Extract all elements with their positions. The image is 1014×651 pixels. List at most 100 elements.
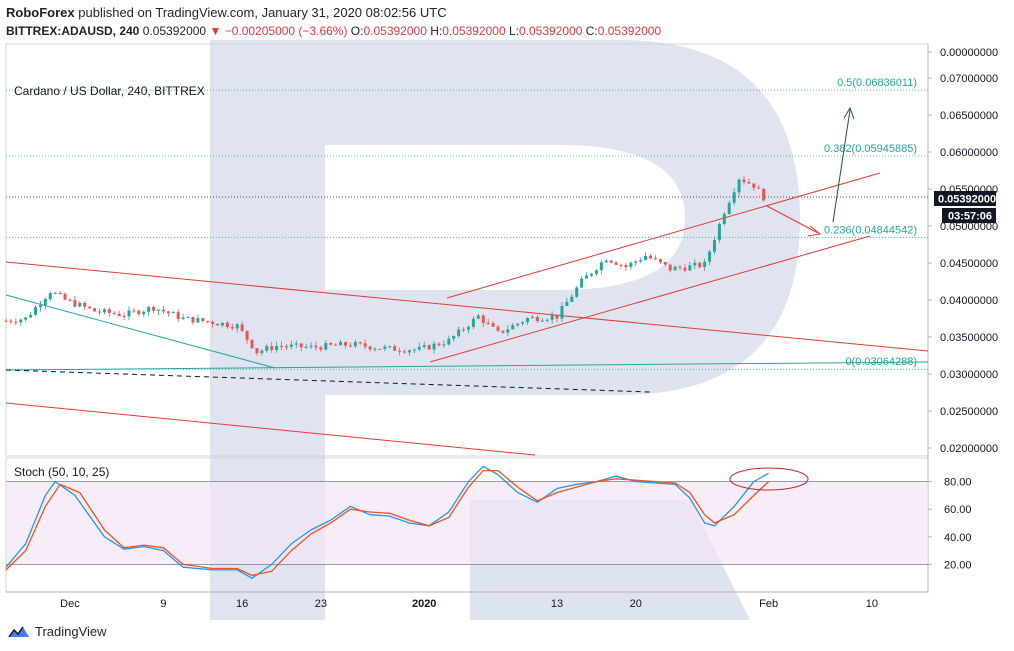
candle-body [14,321,18,323]
candle-body [186,316,190,318]
price-tick-label: 0.06000000 [940,147,998,159]
candle-body [393,346,397,351]
symbol-label[interactable]: BITTREX:ADAUSD, 240 [6,24,140,38]
forecast-up-line [832,109,851,223]
ascending-channel-upper [446,172,881,299]
stoch-tick-label: 60.00 [944,504,972,516]
candle-body [712,240,716,252]
candle-body [550,315,554,320]
candle-body [29,314,33,318]
candle-body [447,338,451,345]
candle-body [565,301,569,307]
candle-body [280,345,284,347]
candle-body [363,343,367,347]
candle-body [304,346,308,348]
teal-trend-line [5,294,276,369]
candle-body [107,309,111,313]
candle-body [294,343,298,345]
stoch-axis[interactable]: 80.00 60.00 40.00 20.00 [928,477,972,572]
candle-body [289,344,293,347]
candle-body [58,292,62,294]
candle-body [147,307,151,312]
candle-body [245,330,249,340]
candle-body [270,346,274,350]
low-label: L: [508,24,519,38]
price-axis[interactable]: 0.00000000 0.07000000 0.06500000 0.06000000… [928,47,998,455]
candle-body [265,346,269,351]
candle-body [142,311,146,315]
time-tick-label: 20 [630,598,642,610]
candle-body [132,310,136,312]
fib-level-label: 0.236(0.04844542) [824,225,917,237]
price-tick-label: 0.04000000 [940,295,998,307]
candle-body [97,311,101,313]
candle-body [629,262,633,267]
candle-body [152,307,156,311]
candle-body [127,310,131,317]
candle-body [201,318,205,322]
countdown-tag-text: 03:57:06 [948,211,992,223]
candle-body [506,329,510,333]
stoch-tick-label: 20.00 [944,559,972,571]
candle-body [644,255,648,261]
candle-body [462,329,466,331]
stoch-lines [5,465,770,579]
candle-body [471,318,475,327]
candle-body [585,275,589,279]
candle-body [663,262,667,265]
candle-body [457,329,461,337]
tradingview-footer[interactable]: TradingView [8,624,107,639]
candle-body [624,265,628,267]
candle-body [703,261,707,268]
candle-body [486,322,490,324]
candle-body [688,265,692,271]
candle-body [9,320,13,322]
time-tick-label: 23 [315,598,327,610]
price-tick-label: 0.00000000 [940,47,998,59]
candle-body [275,345,279,350]
stoch-k-line [5,465,769,579]
candle-body [250,339,254,349]
candle-body [403,351,407,353]
candle-body [34,307,38,315]
stoch-tick-label: 80.00 [944,477,972,489]
candle-body [137,310,141,315]
candle-body [191,316,195,323]
publisher-name[interactable]: RoboForex [6,5,75,20]
candle-body [329,342,333,345]
candle-body [737,179,741,193]
candle-body [181,317,185,319]
close-label: C: [585,24,598,38]
candle-body [407,350,411,353]
candle-body [339,342,343,346]
candle-body [698,262,702,268]
candle-body [742,179,746,183]
fib-level-label: 0.5(0.06836011) [837,77,917,89]
open-label: O: [350,24,364,38]
candle-body [220,322,224,326]
ohlc-header: BITTREX:ADAUSD, 240 0.05392000 ▼ −0.0020… [6,24,661,38]
candle-body [161,309,165,312]
main-legend-title: Cardano / US Dollar, 240, BITTREX [14,84,205,98]
candle-body [619,264,623,266]
time-tick-label: 13 [551,598,563,610]
forecast-up-arrow-icon [843,106,855,120]
last-price-tag-text: 0.05392000 [938,194,996,206]
candle-body [594,270,598,274]
candle-body [353,342,357,347]
candle-body [757,187,761,189]
candle-body [530,317,534,319]
price-tick-label: 0.02500000 [940,406,998,418]
candle-body [658,259,662,263]
candle-body [437,343,441,346]
candles [4,176,766,356]
candle-body [570,296,574,302]
candle-body [53,292,57,294]
time-axis[interactable]: Dec 9 16 23 2020 13 20 Feb 10 [60,598,878,610]
change-down-icon: ▼ [209,24,222,38]
fib-base-line [5,361,929,371]
candle-body [63,293,67,300]
candle-body [575,287,579,297]
candle-body [511,325,515,330]
